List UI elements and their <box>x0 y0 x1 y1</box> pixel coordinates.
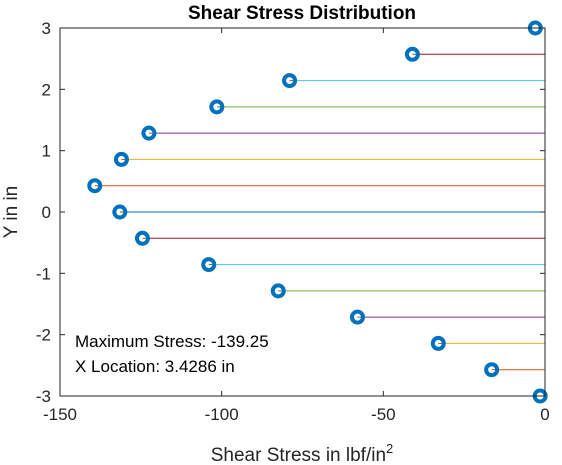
x-axis-label-base: Shear Stress in lbf/in <box>211 445 386 465</box>
y-tick-label: 0 <box>42 203 51 222</box>
stats-annotation: Maximum Stress: -139.25 X Location: 3.42… <box>75 332 269 376</box>
x-tick-label: -150 <box>43 405 77 424</box>
y-tick-label: -1 <box>36 264 51 283</box>
x-axis-label: Shear Stress in lbf/in2 <box>211 441 394 465</box>
max-stress-text: Maximum Stress: -139.25 <box>75 332 269 351</box>
x-tick-label: -100 <box>205 405 239 424</box>
y-tick-label: -2 <box>36 326 51 345</box>
chart-title: Shear Stress Distribution <box>188 3 416 24</box>
y-axis-label: Y in in <box>1 186 22 238</box>
x-tick-label: 0 <box>540 405 549 424</box>
x-axis-ticks: -150 -100 -50 0 <box>43 28 550 424</box>
x-location-text: X Location: 3.4286 in <box>75 357 235 376</box>
y-tick-label: 2 <box>42 80 51 99</box>
y-tick-label: 3 <box>42 19 51 38</box>
y-axis-ticks: -3 -2 -1 0 1 2 3 <box>36 19 545 406</box>
y-tick-label: 1 <box>42 142 51 161</box>
x-tick-label: -50 <box>371 405 396 424</box>
stem-lines <box>94 27 545 397</box>
x-axis-label-superscript: 2 <box>386 441 393 456</box>
y-tick-label: -3 <box>36 387 51 406</box>
plot-area: -150 -100 -50 0 -3 -2 -1 0 1 2 3 <box>36 19 550 424</box>
